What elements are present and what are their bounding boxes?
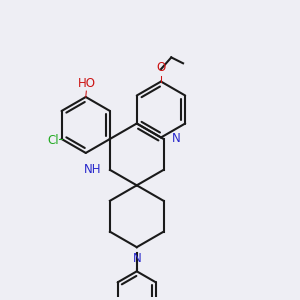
Text: Cl: Cl bbox=[47, 134, 58, 147]
Text: NH: NH bbox=[84, 163, 102, 176]
Text: N: N bbox=[172, 132, 181, 145]
Text: HO: HO bbox=[78, 76, 96, 90]
Text: N: N bbox=[132, 252, 141, 265]
Text: O: O bbox=[156, 61, 166, 74]
